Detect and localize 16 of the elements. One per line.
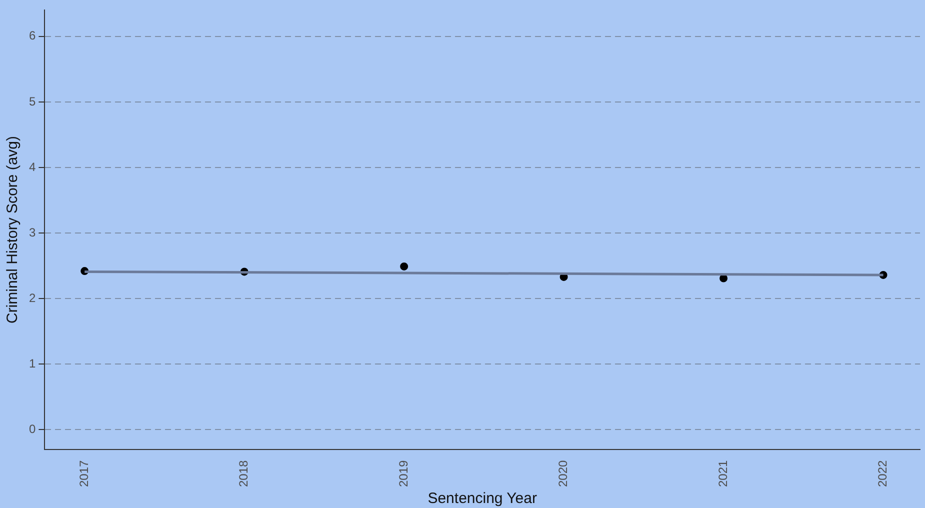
x-tick-label: 2019 — [396, 460, 410, 488]
y-tick-label: 0 — [28, 422, 36, 436]
y-tick-label: 2 — [28, 290, 36, 305]
x-tick-label: 2020 — [556, 460, 570, 488]
y-tick-label: 4 — [28, 160, 36, 174]
x-tick-label: 2018 — [236, 460, 251, 488]
y-tick-label: 3 — [28, 225, 36, 240]
x-tick-label: 2022 — [876, 460, 890, 488]
point — [400, 262, 408, 270]
x-tick-label: 2017 — [76, 460, 91, 488]
y-tick-label: 6 — [28, 28, 36, 43]
x-tick-label: 2021 — [716, 460, 730, 488]
x-axis-title: Sentencing Year — [428, 490, 537, 508]
y-axis-title: Criminal History Score (avg) — [4, 136, 22, 324]
y-tick-label: 5 — [28, 94, 36, 108]
y-tick-label: 1 — [28, 356, 36, 370]
